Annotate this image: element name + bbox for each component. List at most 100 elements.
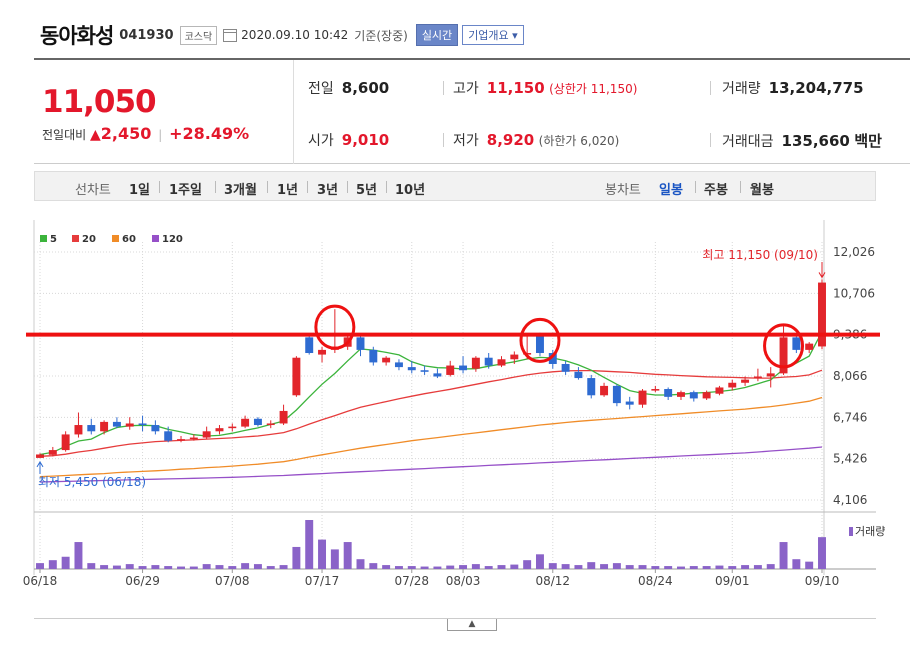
candle-body [125,423,134,427]
volume-bar [702,566,711,569]
realtime-button[interactable]: 실시간 [415,24,459,46]
volume-bar [87,563,96,569]
x-tick-label: 07/28 [394,574,429,588]
candle-body [728,382,737,388]
period-1w[interactable]: 1주일 [169,183,202,198]
candle-body [382,357,391,363]
candle-body [753,376,762,379]
candle-body [471,357,480,369]
candle-body [305,337,314,354]
candle-body [600,385,609,396]
volume-bar [394,566,403,569]
volume-bar [177,566,185,569]
candle-body [369,349,378,363]
caret-down-icon: ▾ [512,29,518,42]
volume-bar [292,546,301,569]
volume-bar [612,563,621,569]
volume-value: 13,204,775 [768,79,864,97]
y-tick-label: 10,706 [833,286,875,300]
candle-body [587,378,596,396]
legend-swatch [112,235,119,242]
trade-amount-cell: 거래대금 135,660 백만 [722,130,882,151]
candle-body [459,365,468,371]
candle-body [177,439,185,441]
candle-body [87,425,96,432]
candle-body [612,385,621,404]
volume-bar [625,565,634,569]
candle-monthly[interactable]: 월봉 [750,183,774,198]
legend-swatch [72,235,79,242]
volume-bar [318,539,327,569]
current-price: 11,050 [42,84,157,120]
volume-legend-label: 거래량 [855,525,885,538]
candle-weekly[interactable]: 주봉 [704,183,728,198]
x-tick-label: 08/03 [446,574,481,588]
prev-close-label: 전일 [308,81,334,97]
price-summary: 11,050 전일대비 ▲2,450 | +28.49% 전일 8,600 고가 1… [34,58,910,164]
volume-bar [805,561,814,569]
high-value: 11,150 [486,79,545,97]
volume-bar [202,564,211,569]
volume-bar [818,537,826,569]
volume-bar [638,565,647,569]
volume-bar [74,542,83,569]
open-value: 9,010 [341,131,390,149]
low-annotation: 최저 5,450 (06/18) [38,475,146,489]
y-tick-label: 4,106 [833,493,867,507]
high-cell: 고가 11,150 (상한가 11,150) [453,78,637,98]
period-5y[interactable]: 5년 [356,183,378,198]
daily-candle-chart[interactable]: 12,02610,7069,3868,0666,7465,4264,10606/… [0,220,910,615]
candle-body [638,390,647,405]
candle-body [215,428,224,432]
prev-close-value: 8,600 [341,79,390,97]
candle-body [36,454,44,458]
candle-body [741,379,750,383]
volume-bar [48,560,57,569]
candle-body [497,359,506,366]
chart-period-bar: 선차트 1일 1주일 3개월 1년 3년 5년 10년 봉차트 일봉 주봉 월봉 [34,171,876,201]
period-3m[interactable]: 3개월 [224,183,257,198]
candle-body [766,373,775,377]
y-tick-label: 5,426 [833,452,867,466]
candle-body [407,367,416,371]
price-change-row: 전일대비 ▲2,450 | +28.49% [42,124,250,143]
candle-body [279,410,288,424]
low-value: 8,920 [486,131,535,149]
candle-body [715,387,724,394]
volume-bar [484,566,493,569]
volume-bar [215,565,224,569]
candle-body [664,389,673,397]
change-percent: +28.49% [169,124,250,143]
volume-bar [369,563,378,569]
period-3y[interactable]: 3년 [317,183,339,198]
candle-body [48,450,57,455]
period-1y[interactable]: 1년 [277,183,299,198]
volume-bar [164,566,173,569]
volume-bar [241,563,250,569]
collapse-chart-button[interactable]: ▲ [447,619,497,631]
legend-swatch [152,235,159,242]
highlight-circle [314,304,356,350]
candle-body [202,431,211,438]
candle-daily[interactable]: 일봉 [659,183,683,198]
candle-body [625,401,634,405]
period-1d[interactable]: 1일 [129,183,151,198]
candle-body [805,343,814,350]
chevron-up-icon: ▲ [468,619,476,629]
legend-label: 20 [82,234,96,245]
volume-bar [151,565,160,569]
period-10y[interactable]: 10년 [395,183,426,198]
trade-amount-value: 135,660 [781,132,850,150]
volume-bar [766,564,775,569]
company-overview-button[interactable]: 기업개요 ▾ [462,25,524,45]
prev-close-cell: 전일 8,600 [308,78,389,98]
volume-bar [446,565,455,569]
volume-bar [728,566,737,569]
volume-bar [189,566,198,569]
volume-label: 거래량 [722,81,761,97]
line-chart-label: 선차트 [75,183,111,198]
candle-body [561,363,570,372]
volume-bar [61,556,70,569]
volume-bar [664,566,673,569]
ma60-line [39,396,823,478]
